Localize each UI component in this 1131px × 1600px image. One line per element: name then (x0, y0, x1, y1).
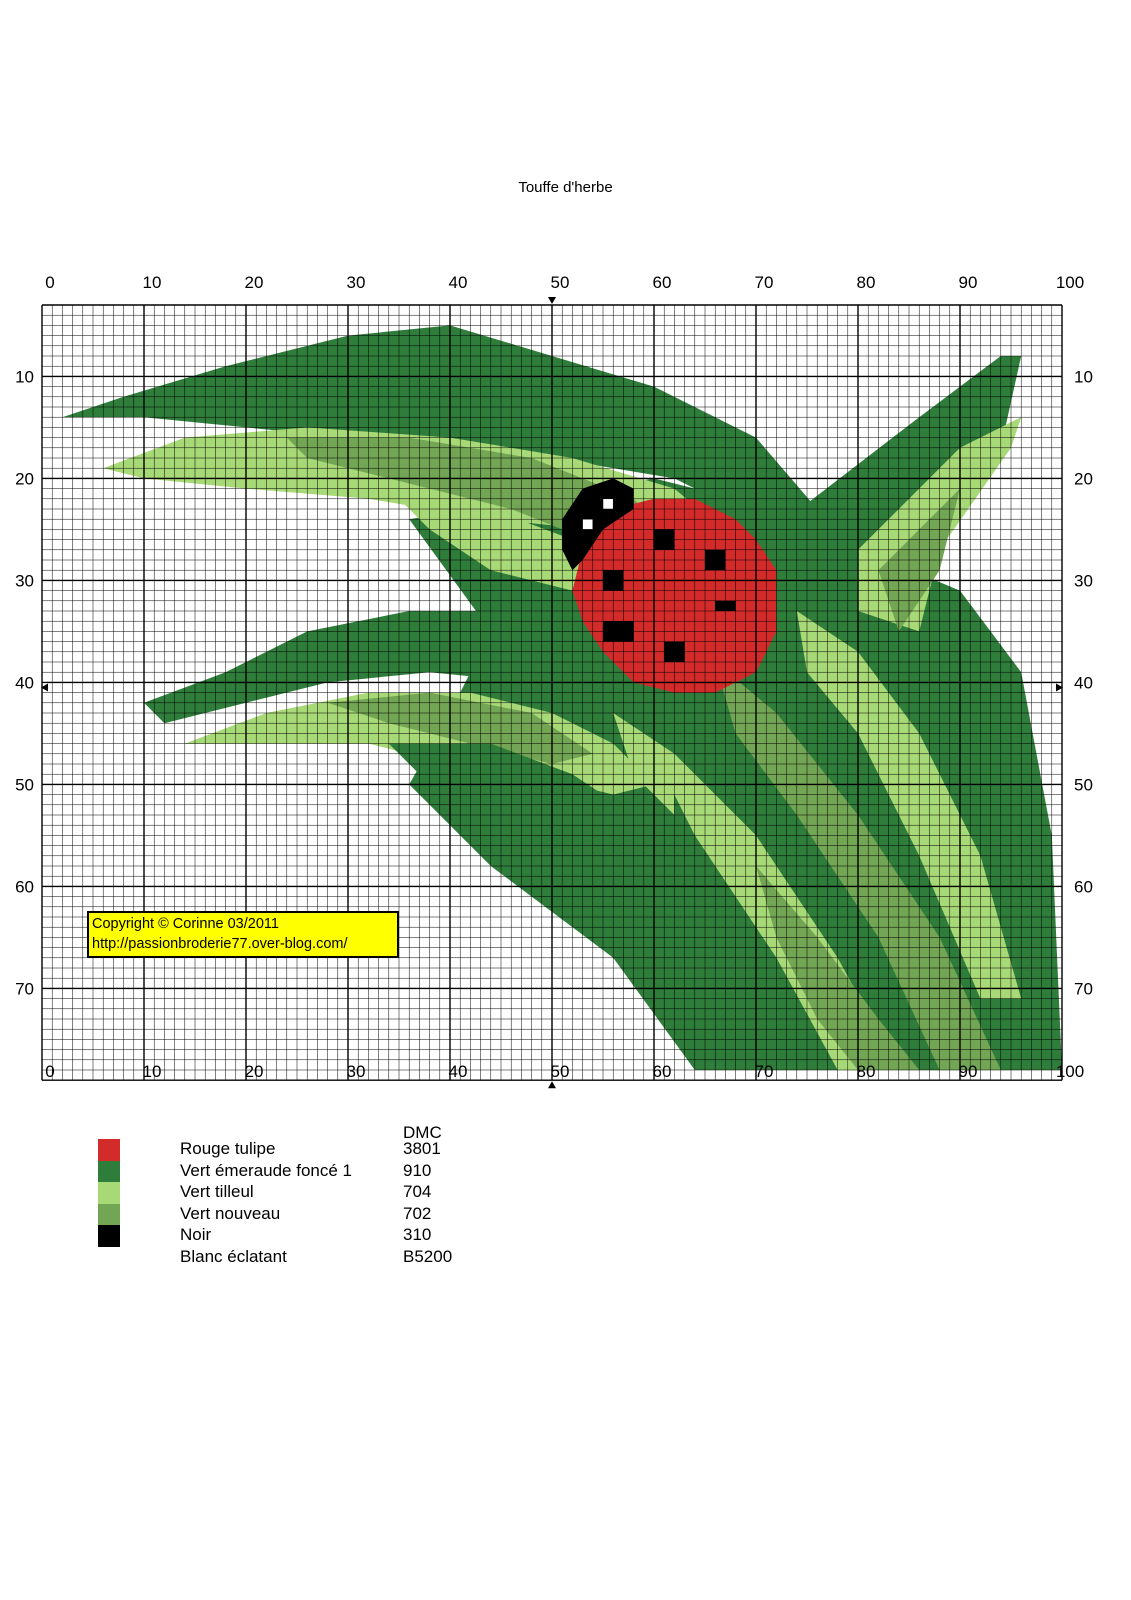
legend-swatch (98, 1160, 120, 1183)
center-markers (41, 297, 1063, 1089)
x-tick-label-bottom: 0 (45, 1062, 54, 1081)
x-tick-label-bottom: 30 (347, 1062, 366, 1081)
copyright-box: Copyright © Corinne 03/2011 http://passi… (87, 911, 399, 958)
copyright-line: Copyright © Corinne 03/2011 (92, 916, 279, 932)
ladybug-head (562, 478, 634, 571)
x-tick-label-top: 90 (959, 273, 978, 292)
ladybug-eye (582, 519, 593, 530)
ladybug-eye (603, 498, 614, 509)
x-tick-label-top: 70 (755, 273, 774, 292)
y-tick-label-right: 10 (1074, 367, 1093, 386)
y-tick-label-right: 30 (1074, 571, 1093, 590)
chart-title: Touffe d'herbe (518, 179, 613, 196)
x-tick-label-bottom: 90 (959, 1062, 978, 1081)
x-tick-label-top: 60 (653, 273, 672, 292)
legend-color-name: Vert nouveau (180, 1203, 281, 1223)
legend-dmc-code: B5200 (403, 1246, 453, 1266)
legend-color-name: Noir (180, 1225, 212, 1244)
x-tick-label-top: 50 (551, 273, 570, 292)
legend-color-name: Blanc éclatant (180, 1246, 287, 1266)
x-tick-label-bottom: 70 (755, 1062, 774, 1081)
center-marker-bottom (548, 1081, 556, 1089)
x-tick-label-bottom: 10 (143, 1062, 162, 1081)
y-tick-label-left: 20 (15, 469, 34, 488)
x-tick-label-top: 40 (449, 273, 468, 292)
y-tick-label-left: 70 (15, 979, 34, 998)
y-tick-label-right: 50 (1074, 775, 1093, 794)
center-marker-left (41, 683, 48, 692)
x-tick-label-top: 80 (857, 273, 876, 292)
grid-lines (41, 304, 1063, 1081)
y-tick-label-left: 10 (15, 367, 34, 386)
y-tick-label-right: 60 (1074, 877, 1093, 896)
copyright-url: http://passionbroderie77.over-blog.com/ (92, 936, 348, 952)
legend-swatch (98, 1182, 120, 1204)
x-tick-label-top: 20 (245, 273, 264, 292)
y-tick-label-right: 70 (1074, 979, 1093, 998)
x-tick-label-bottom: 60 (653, 1062, 672, 1081)
legend-swatch (98, 1139, 120, 1161)
x-tick-label-bottom: 100 (1056, 1062, 1084, 1081)
y-tick-label-left: 50 (15, 775, 34, 794)
x-tick-label-top: 0 (45, 273, 54, 292)
legend-dmc-code: 910 (403, 1160, 432, 1180)
x-tick-label-top: 30 (347, 273, 366, 292)
x-tick-label-top: 100 (1056, 273, 1084, 292)
y-tick-label-left: 60 (15, 877, 34, 896)
center-marker-top (548, 297, 556, 304)
y-tick-label-right: 40 (1074, 673, 1093, 692)
legend-color-name: Vert émeraude foncé 1 (180, 1160, 353, 1180)
legend-dmc-code: 704 (403, 1182, 432, 1201)
y-tick-label-left: 30 (15, 571, 34, 590)
legend-swatch (98, 1203, 120, 1226)
x-tick-label-top: 10 (143, 273, 162, 292)
x-tick-label-bottom: 50 (551, 1062, 570, 1081)
legend-color-name: Rouge tulipe (180, 1139, 276, 1158)
legend-dmc-code: 702 (403, 1203, 432, 1223)
x-tick-label-bottom: 40 (449, 1062, 468, 1081)
legend-dmc-code: 310 (403, 1225, 432, 1244)
legend-dmc-code: 3801 (403, 1139, 441, 1158)
center-marker-right (1056, 683, 1063, 692)
legend-color-name: Vert tilleul (180, 1182, 254, 1201)
legend-swatch (98, 1246, 120, 1269)
leaf-right-blade (786, 356, 1022, 611)
x-tick-label-bottom: 80 (857, 1062, 876, 1081)
legend-header: DMC (403, 1123, 442, 1142)
axis-labels: 0 0 10 10 20 20 30 30 40 40 50 50 60 60 70 70 80 80 90 90 10… (15, 273, 1093, 1081)
y-tick-label-right: 20 (1074, 469, 1093, 488)
y-tick-label-left: 40 (15, 673, 34, 692)
x-tick-label-bottom: 20 (245, 1062, 264, 1081)
legend-swatch (98, 1225, 120, 1247)
